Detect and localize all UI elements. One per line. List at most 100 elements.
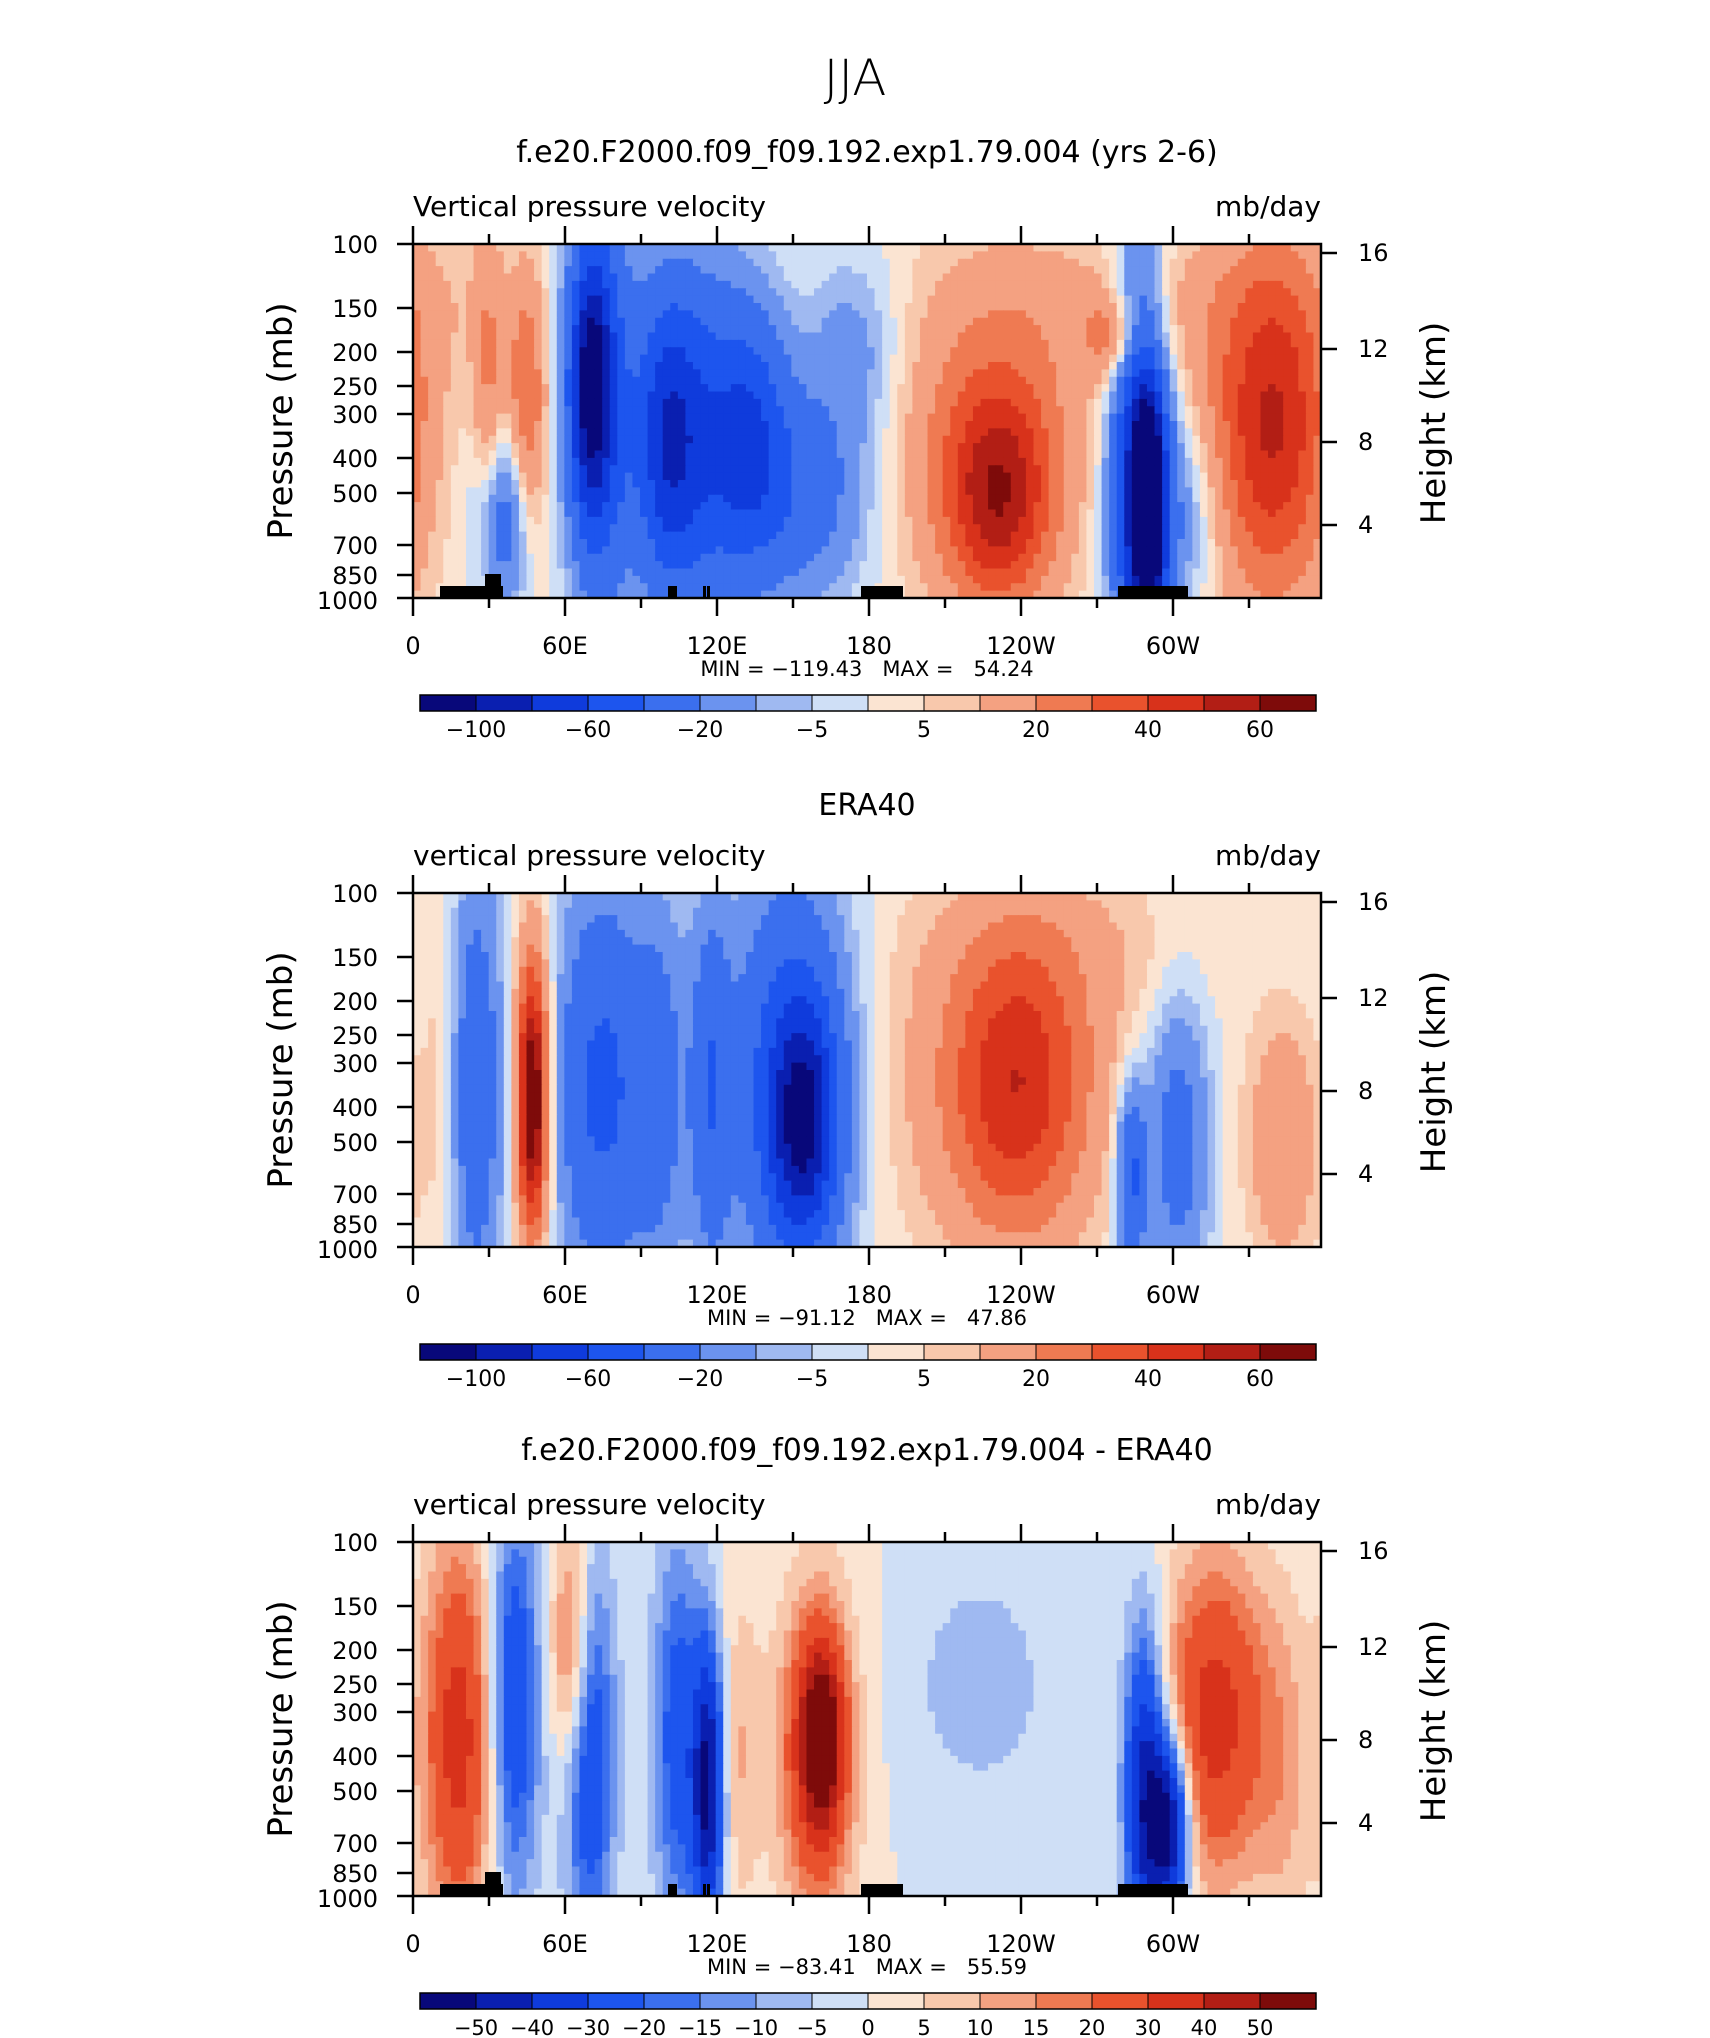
contour-cell: [670, 487, 679, 496]
contour-cell: [549, 428, 558, 437]
contour-cell: [579, 288, 588, 297]
contour-cell: [685, 487, 694, 496]
contour-cell: [541, 406, 550, 415]
contour-cell: [1094, 494, 1103, 503]
contour-cell: [413, 398, 422, 407]
contour-cell: [708, 266, 717, 275]
contour-cell: [844, 266, 853, 275]
contour-cell: [829, 332, 838, 341]
contour-cell: [1063, 295, 1072, 304]
contour-cell: [450, 295, 459, 304]
contour-cell: [768, 435, 777, 444]
contour-cell: [518, 435, 528, 444]
contour-cell: [1086, 384, 1095, 393]
contour-cell: [1071, 539, 1080, 547]
contour-cell: [738, 325, 747, 334]
contour-cell: [1056, 376, 1065, 385]
contour-cell: [587, 384, 596, 393]
contour-cell: [413, 406, 422, 415]
contour-cell: [1313, 531, 1321, 540]
contour-cell: [1313, 273, 1321, 282]
contour-cell: [919, 288, 929, 297]
contour-cell: [972, 502, 982, 511]
contour-cell: [851, 524, 861, 533]
contour-cell: [511, 325, 520, 334]
contour-cell: [700, 332, 709, 341]
contour-cell: [662, 398, 671, 407]
contour-cell: [776, 362, 785, 370]
contour-cell: [745, 539, 755, 547]
contour-cell: [1063, 406, 1072, 415]
contour-cell: [496, 266, 505, 275]
contour-cell: [904, 450, 913, 459]
contour-cell: [957, 273, 966, 282]
contour-cell: [935, 398, 944, 407]
contour-cell: [965, 280, 974, 289]
contour-cell: [768, 472, 777, 481]
contour-cell: [1184, 266, 1193, 275]
contour-cell: [829, 457, 838, 466]
contour-cell: [1048, 457, 1057, 466]
contour-cell: [473, 280, 482, 289]
contour-cell: [814, 273, 823, 282]
contour-cell: [836, 502, 845, 511]
contour-cell: [821, 546, 830, 555]
contour-cell: [579, 413, 588, 422]
contour-cell: [950, 310, 959, 319]
contour-cell: [594, 539, 603, 547]
contour-cell: [1230, 310, 1239, 319]
contour-cell: [1184, 421, 1193, 429]
contour-cell: [640, 310, 649, 319]
contour-cell: [1192, 376, 1201, 385]
contour-cell: [995, 539, 1004, 547]
contour-cell: [1086, 347, 1095, 356]
contour-cell: [776, 502, 785, 511]
contour-cell: [806, 398, 815, 407]
contour-cell: [1010, 325, 1019, 334]
contour-cell: [473, 443, 482, 452]
contour-cell: [1215, 384, 1224, 393]
contour-cell: [1094, 244, 1103, 252]
contour-cell: [988, 494, 997, 503]
contour-cell: [761, 539, 770, 547]
contour-cell: [435, 435, 444, 444]
contour-cell: [859, 435, 868, 444]
contour-cell: [503, 266, 512, 275]
contour-cell: [1071, 347, 1080, 356]
contour-cell: [1101, 421, 1110, 429]
contour-cell: [874, 251, 883, 260]
contour-cell: [534, 487, 543, 496]
contour-cell: [541, 376, 550, 385]
contour-cell: [617, 516, 626, 525]
contour-cell: [829, 258, 838, 267]
contour-cell: [496, 443, 505, 452]
contour-cell: [602, 502, 611, 511]
contour-cell: [617, 391, 626, 400]
contour-cell: [867, 494, 876, 503]
contour-cell: [1275, 384, 1284, 393]
contour-cell: [1010, 295, 1019, 304]
contour-cell: [677, 531, 686, 540]
contour-cell: [511, 258, 520, 267]
contour-cell: [564, 310, 573, 319]
contour-cell: [571, 303, 581, 311]
contour-cell: [685, 502, 694, 511]
contour-cell: [995, 303, 1004, 311]
contour-cell: [1018, 450, 1027, 459]
contour-cell: [481, 457, 490, 466]
contour-cell: [912, 443, 921, 452]
contour-cell: [1116, 494, 1125, 503]
contour-cell: [836, 266, 845, 275]
contour-cell: [1290, 303, 1299, 311]
contour-cell: [1268, 472, 1277, 481]
contour-cell: [1094, 524, 1103, 533]
contour-cell: [1305, 465, 1315, 474]
contour-cell: [655, 531, 664, 540]
contour-cell: [950, 384, 959, 393]
contour-cell: [1162, 406, 1171, 415]
contour-cell: [738, 332, 747, 341]
contour-cell: [700, 509, 709, 518]
contour-cell: [798, 317, 808, 326]
contour-cell: [458, 480, 467, 488]
contour-cell: [844, 332, 853, 341]
